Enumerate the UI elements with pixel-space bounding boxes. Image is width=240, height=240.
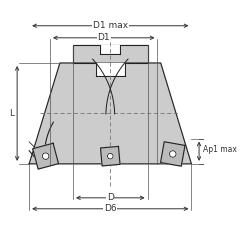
- Polygon shape: [73, 45, 148, 63]
- Polygon shape: [101, 146, 120, 166]
- Polygon shape: [161, 142, 185, 166]
- Circle shape: [108, 153, 113, 159]
- Circle shape: [42, 153, 49, 159]
- Text: Ap1 max: Ap1 max: [204, 144, 237, 154]
- Text: D1: D1: [97, 33, 110, 42]
- Polygon shape: [29, 63, 191, 164]
- Text: L: L: [9, 109, 14, 118]
- Polygon shape: [96, 63, 125, 76]
- Text: D: D: [107, 193, 114, 202]
- Circle shape: [169, 151, 176, 157]
- Polygon shape: [100, 45, 120, 54]
- Text: D6: D6: [104, 204, 117, 213]
- Polygon shape: [33, 143, 59, 169]
- Text: D1 max: D1 max: [93, 21, 128, 30]
